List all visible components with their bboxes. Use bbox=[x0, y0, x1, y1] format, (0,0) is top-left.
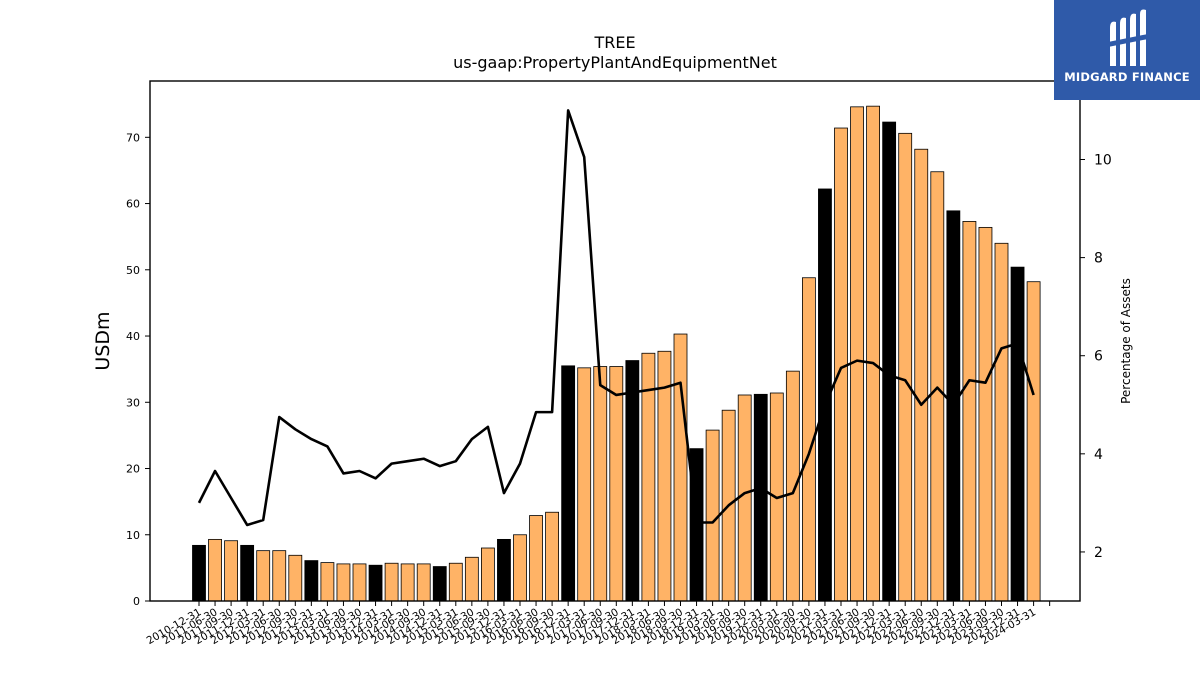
bar bbox=[529, 515, 543, 602]
bar bbox=[978, 226, 993, 602]
bar bbox=[513, 534, 527, 602]
y-axis-label: USDm bbox=[92, 311, 114, 370]
bar bbox=[850, 106, 864, 602]
y2-tick-label: 6 bbox=[1094, 349, 1103, 365]
y-tick-label: 60 bbox=[126, 198, 140, 211]
bar bbox=[432, 566, 447, 602]
bar bbox=[545, 511, 559, 602]
bar bbox=[994, 242, 1009, 602]
bar bbox=[368, 564, 383, 602]
y-tick-label: 0 bbox=[133, 595, 140, 608]
bars-layer bbox=[192, 105, 1041, 602]
bar bbox=[192, 544, 206, 602]
bar bbox=[208, 538, 222, 602]
bar bbox=[753, 393, 768, 602]
bar bbox=[224, 540, 239, 602]
bar bbox=[304, 560, 319, 602]
bar bbox=[898, 132, 913, 602]
plot-frame bbox=[149, 80, 1081, 602]
bar bbox=[256, 550, 271, 602]
bar bbox=[625, 360, 640, 602]
bar bbox=[673, 333, 688, 602]
chart-subtitle: us-gaap:PropertyPlantAndEquipmentNet bbox=[453, 53, 777, 72]
logo-icon bbox=[1108, 9, 1148, 67]
bar bbox=[272, 550, 287, 602]
y2-axis-label: Percentage of Assets bbox=[1119, 278, 1133, 404]
bar bbox=[497, 538, 511, 602]
bar bbox=[416, 563, 431, 602]
bar bbox=[400, 563, 415, 602]
bar bbox=[1026, 281, 1041, 602]
y-tick-label: 40 bbox=[126, 330, 140, 343]
y-tick-label: 10 bbox=[126, 529, 140, 542]
bar bbox=[866, 105, 880, 602]
bar bbox=[288, 554, 303, 602]
y-tick-label: 20 bbox=[126, 463, 140, 476]
y-tick-label: 50 bbox=[126, 264, 140, 277]
axes-layer: 0102030405060702468102010-12-312011-06-3… bbox=[126, 80, 1112, 647]
percentage-line bbox=[197, 109, 1035, 527]
bar bbox=[785, 370, 800, 602]
bar bbox=[384, 562, 399, 602]
bar bbox=[464, 556, 479, 602]
bar bbox=[962, 221, 977, 602]
bar bbox=[448, 562, 463, 602]
y-tick-label: 30 bbox=[126, 396, 140, 409]
bar bbox=[609, 366, 624, 602]
bar bbox=[1010, 266, 1025, 602]
bar bbox=[336, 563, 351, 602]
bar bbox=[593, 366, 608, 602]
bar bbox=[480, 547, 495, 602]
line-layer bbox=[197, 109, 1035, 527]
y-tick-label: 70 bbox=[126, 131, 140, 144]
y2-tick-label: 8 bbox=[1094, 251, 1103, 267]
y2-tick-label: 4 bbox=[1094, 447, 1103, 463]
bar bbox=[577, 367, 592, 602]
logo-text: MIDGARD FINANCE bbox=[1064, 70, 1190, 84]
bar bbox=[320, 562, 335, 602]
y2-tick-label: 10 bbox=[1094, 152, 1112, 168]
bar bbox=[914, 148, 929, 602]
bar bbox=[240, 544, 255, 602]
y2-tick-label: 2 bbox=[1094, 545, 1103, 561]
bar bbox=[561, 365, 576, 602]
bar bbox=[705, 429, 720, 602]
bar bbox=[352, 563, 367, 602]
bar bbox=[882, 121, 897, 602]
logo: MIDGARD FINANCE bbox=[1054, 0, 1200, 100]
chart-title: TREE bbox=[593, 33, 635, 52]
